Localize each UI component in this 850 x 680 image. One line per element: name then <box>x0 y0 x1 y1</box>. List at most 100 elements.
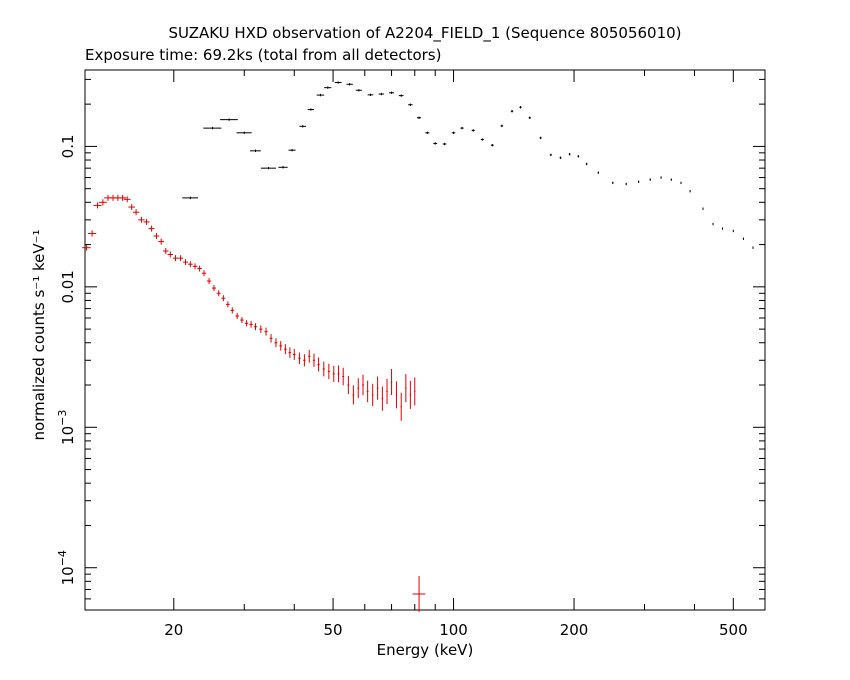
hxd-gso-point <box>362 374 364 396</box>
x-tick-label: 20 <box>164 621 183 639</box>
hxd-gso-point <box>264 327 268 336</box>
hxd-gso-point <box>183 259 188 266</box>
hxd-gso-point <box>87 230 97 237</box>
hxd-gso-point <box>308 349 311 363</box>
hxd-pin-point <box>299 125 307 128</box>
hxd-gso-point <box>414 377 416 406</box>
hxd-gso-point <box>409 380 412 409</box>
y-axis-label: normalized counts s⁻¹ keV⁻¹ <box>30 229 48 440</box>
chart-subtitle: Exposure time: 69.2ks (total from all de… <box>85 46 441 64</box>
hxd-pin-point <box>324 86 332 89</box>
hxd-gso-point <box>123 196 131 203</box>
hxd-pin-point <box>260 166 276 170</box>
x-axis-label: Energy (keV) <box>377 641 474 659</box>
hxd-pin-point <box>539 136 542 140</box>
hxd-gso-point <box>192 263 198 270</box>
hxd-pin-point <box>367 93 374 97</box>
hxd-gso-point <box>98 199 107 206</box>
hxd-gso-point <box>240 317 244 324</box>
hxd-gso-point <box>381 386 384 411</box>
hxd-pin-point <box>346 83 353 86</box>
hxd-gso-point <box>244 320 249 327</box>
hxd-gso-point <box>206 278 212 285</box>
y-tick-label: 10−3 <box>56 410 77 445</box>
hxd-gso-point <box>138 216 145 223</box>
hxd-gso-point <box>395 381 398 409</box>
plot-frame <box>84 69 766 611</box>
hxd-pin-point <box>278 166 288 169</box>
hxd-pin-point <box>559 156 562 159</box>
hxd-pin-point <box>612 181 614 185</box>
hxd-gso-point <box>352 385 355 405</box>
hxd-gso-point <box>119 194 127 201</box>
hxd-pin-point <box>451 131 456 134</box>
hxd-pin-point <box>220 118 238 121</box>
hxd-pin-point <box>307 108 314 111</box>
hxd-pin-point <box>203 126 222 130</box>
hxd-gso-point <box>371 383 374 407</box>
hxd-pin-point <box>625 182 627 186</box>
hxd-gso-point <box>317 357 320 372</box>
hxd-gso-point <box>172 255 179 262</box>
hxd-pin-point <box>752 246 754 249</box>
hxd-gso-point <box>216 290 221 297</box>
hxd-pin-point <box>528 116 531 119</box>
hxd-pin-point <box>549 153 552 157</box>
hxd-pin-point <box>510 110 514 113</box>
hxd-gso-point <box>148 225 155 232</box>
x-tick-label: 200 <box>560 621 589 639</box>
hxd-gso-point <box>82 244 91 251</box>
hxd-gso-point <box>292 348 296 360</box>
hxd-gso-point <box>93 202 102 209</box>
data-marks <box>82 81 766 612</box>
hxd-pin-point <box>702 207 704 210</box>
hxd-gso-point <box>376 376 379 400</box>
hxd-gso-point <box>128 204 136 211</box>
y-tick-label: 0.01 <box>59 270 77 303</box>
hxd-pin-point <box>389 91 395 94</box>
hxd-gso-point <box>366 380 369 403</box>
hxd-pin-point <box>568 153 571 156</box>
hxd-pin-point <box>398 94 404 97</box>
hxd-gso-point <box>390 369 393 396</box>
x-tick-label: 50 <box>324 621 343 639</box>
hxd-gso-point <box>342 367 345 386</box>
hxd-gso-point <box>178 255 184 262</box>
hxd-pin-point <box>408 103 413 106</box>
hxd-gso-point <box>225 301 230 308</box>
hxd-gso-point <box>197 265 202 272</box>
hxd-pin-point <box>519 106 522 109</box>
hxd-pin-point <box>334 81 342 84</box>
hxd-pin-point <box>416 116 422 119</box>
hxd-pin-point <box>460 126 464 130</box>
chart-title: SUZAKU HXD observation of A2204_FIELD_1 … <box>168 24 681 43</box>
hxd-gso-point <box>400 392 402 421</box>
hxd-pin-point <box>597 171 600 174</box>
hxd-gso-point <box>230 307 235 314</box>
hxd-gso-point <box>163 247 169 254</box>
hxd-gso-point <box>412 575 426 612</box>
hxd-gso-point <box>167 251 173 258</box>
hxd-pin-point <box>660 176 662 179</box>
hxd-gso-point <box>332 365 335 382</box>
hxd-pin-point <box>433 142 438 145</box>
y-tick-label: 10−4 <box>56 550 77 585</box>
hxd-pin-point <box>490 144 494 147</box>
hxd-pin-point <box>649 178 651 181</box>
hxd-pin-point <box>722 227 724 230</box>
hxd-gso-point <box>312 353 316 367</box>
hxd-pin-point <box>689 189 691 193</box>
hxd-gso-point <box>201 270 207 277</box>
hxd-gso-point <box>386 378 388 404</box>
axes-group: 20 50 100 200 500 0.1 0.01 10−3 10−4 <box>56 70 766 639</box>
hxd-pin-point <box>316 93 325 97</box>
hxd-gso-point <box>221 295 226 302</box>
hxd-gso-point <box>235 313 239 320</box>
hxd-pin-point <box>577 155 580 158</box>
hxd-gso-point <box>249 321 253 328</box>
hxd-pin-point <box>638 180 640 183</box>
hxd-gso-point <box>322 361 325 377</box>
hxd-pin-point <box>182 196 199 200</box>
hxd-pin-point <box>742 237 744 240</box>
